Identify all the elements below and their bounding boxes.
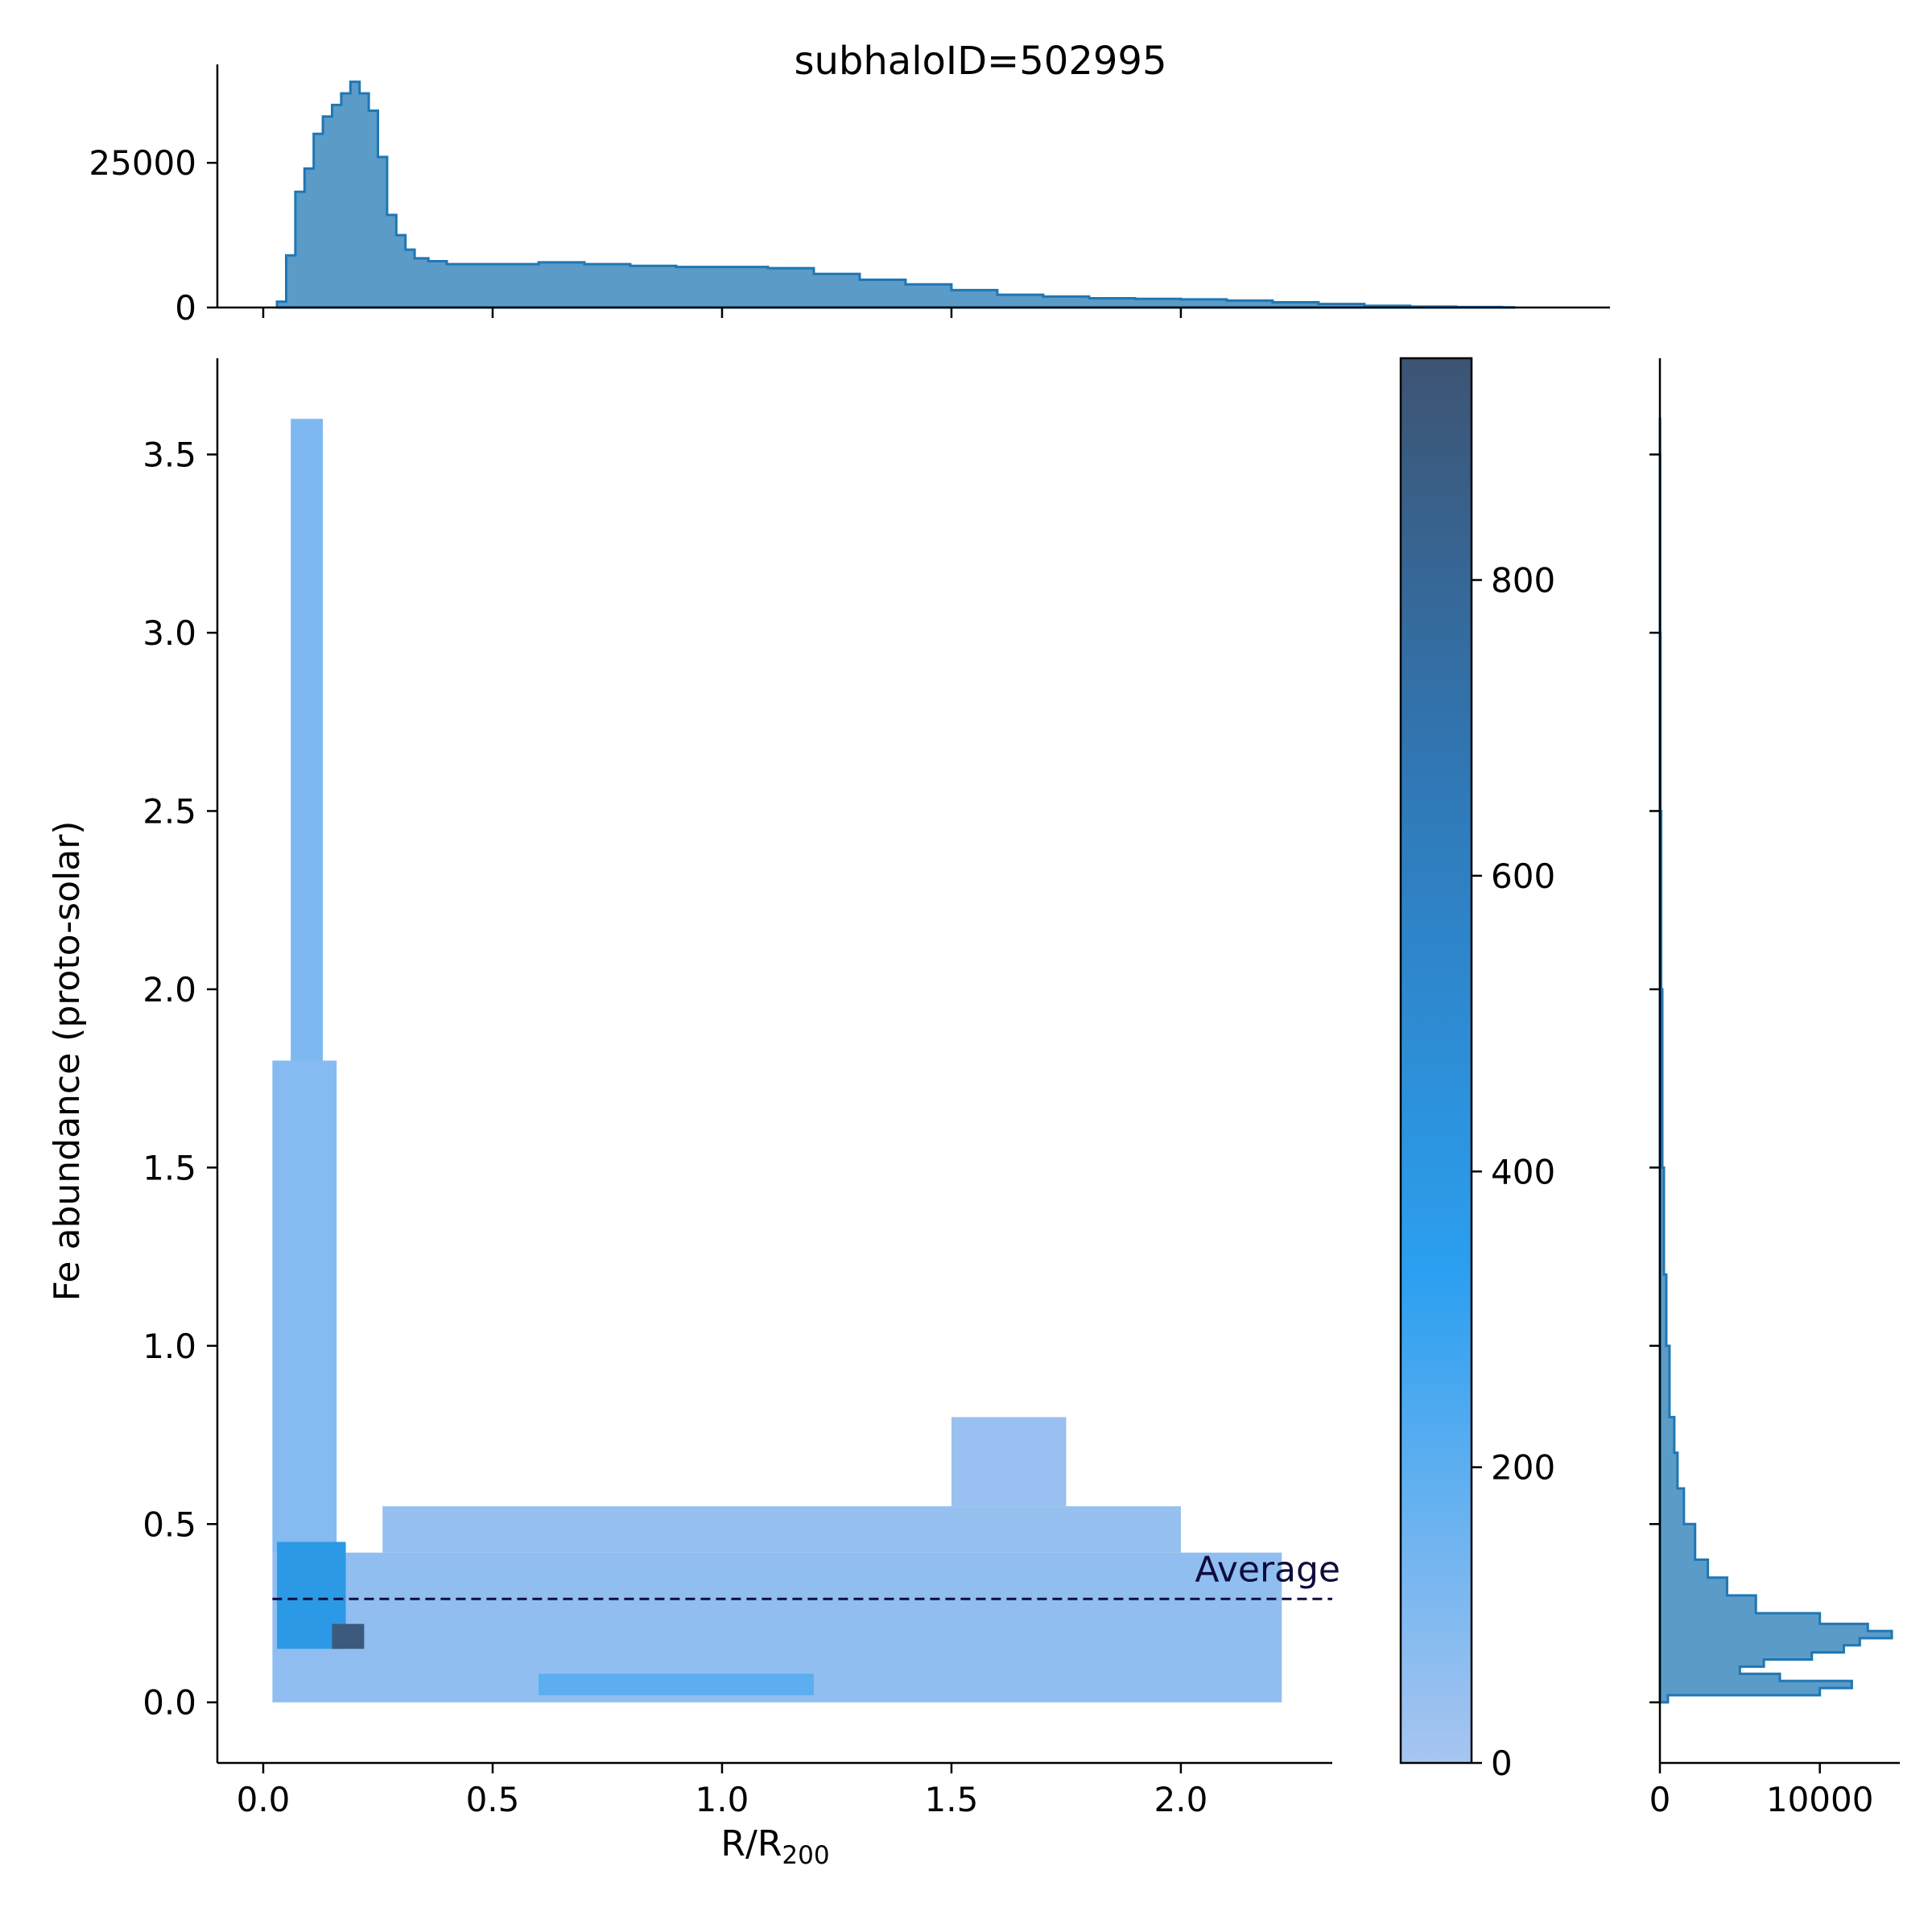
x-tick-label: 1.5 xyxy=(925,1780,979,1819)
heatmap-cell-1 xyxy=(382,1506,1181,1553)
y-tick-label: 3.0 xyxy=(142,613,196,653)
y-tick-label: 2.0 xyxy=(142,970,196,1009)
right-x-tick-label: 10000 xyxy=(1766,1780,1874,1819)
x-tick-label: 1.0 xyxy=(696,1780,749,1819)
colorbar-gradient xyxy=(1399,357,1473,1765)
right-histogram-y-tickmarks xyxy=(1649,453,1660,1703)
x-tick-label: 0.5 xyxy=(466,1780,520,1819)
colorbar-tick-label: 600 xyxy=(1491,857,1555,896)
y-tick-label: 2.5 xyxy=(142,791,196,831)
y-tick-label: 1.5 xyxy=(142,1148,196,1187)
top-y-tick-label: 25000 xyxy=(89,143,196,183)
y-axis-ticks: 0.0 0.5 1.0 1.5 2.0 2.5 3.0 3.5 xyxy=(142,436,217,1723)
colorbar-tick-label: 200 xyxy=(1491,1448,1555,1488)
top-y-tick-label: 0 xyxy=(175,288,196,328)
top-histogram-y-ticks: 0 25000 xyxy=(89,143,217,328)
right-marginal-histogram: 0 10000 xyxy=(1649,358,1900,1819)
x-tick-label: 2.0 xyxy=(1154,1780,1208,1819)
heatmap-cell-3 xyxy=(291,419,324,1061)
right-histogram-bars xyxy=(1658,417,1893,1704)
x-tick-label: 0.0 xyxy=(237,1780,291,1819)
y-tick-label: 0.0 xyxy=(142,1683,196,1723)
top-histogram-x-tickmarks xyxy=(262,308,1183,318)
x-axis-label: R/R200 xyxy=(720,1823,829,1870)
colorbar: 0 200 400 600 800 xyxy=(1399,357,1555,1783)
main-heatmap-panel: Average 0.0 0.5 1.0 1.5 2.0 0.0 0.5 1.0 1.5 2.0 2… xyxy=(47,358,1340,1870)
average-label: Average xyxy=(1195,1549,1340,1590)
chart-title: subhaloID=502995 xyxy=(794,39,1166,84)
y-tick-label: 1.0 xyxy=(142,1327,196,1366)
colorbar-tick-label: 0 xyxy=(1491,1744,1513,1783)
heatmap-cell-7 xyxy=(332,1624,365,1649)
colorbar-ticks: 0 200 400 600 800 xyxy=(1472,561,1555,1783)
heatmap-cell-2 xyxy=(272,1060,337,1553)
y-axis-label: Fe abundance (proto-solar) xyxy=(47,821,88,1302)
heatmap-cells xyxy=(272,419,1282,1703)
top-marginal-histogram: 0 25000 xyxy=(89,64,1610,328)
y-tick-label: 3.5 xyxy=(142,436,196,475)
right-histogram-x-ticks: 0 10000 xyxy=(1649,1763,1874,1819)
top-histogram-bars xyxy=(275,80,1516,309)
heatmap-cell-5 xyxy=(951,1417,1067,1507)
heatmap-cell-4 xyxy=(538,1674,814,1695)
x-axis-ticks: 0.0 0.5 1.0 1.5 2.0 xyxy=(237,1763,1208,1819)
y-tick-label: 0.5 xyxy=(142,1505,196,1544)
right-x-tick-label: 0 xyxy=(1649,1780,1671,1819)
colorbar-tick-label: 400 xyxy=(1491,1152,1555,1191)
colorbar-tick-label: 800 xyxy=(1491,561,1555,601)
